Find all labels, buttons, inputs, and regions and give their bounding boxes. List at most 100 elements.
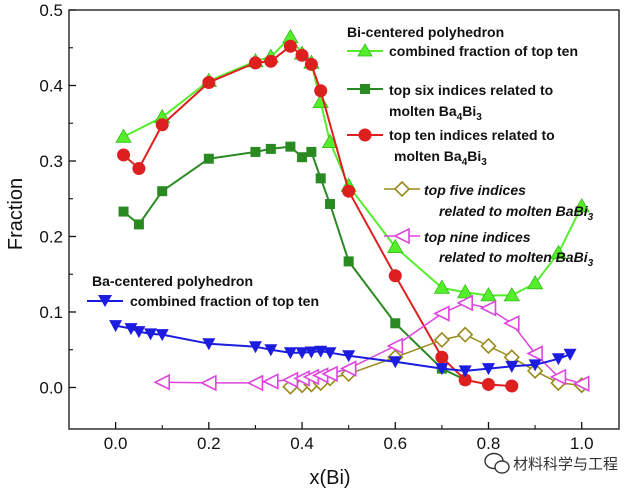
- x-tick-label: 0.4: [290, 434, 314, 453]
- legend: Bi-centered polyhedron combined fraction…: [87, 24, 594, 309]
- ba_combined-point: [295, 347, 309, 360]
- legend-entry-ba-five: top five indices related to molten BaBi3: [384, 180, 594, 223]
- legend-marker-ba-nine: [393, 227, 410, 245]
- ba_combined-point: [505, 360, 519, 373]
- legend-label-ba-nine-2: related to molten BaBi3: [439, 249, 594, 269]
- bi_combined-point: [387, 238, 404, 253]
- bi_ten-point: [283, 39, 297, 53]
- ba_nine-point: [433, 305, 450, 322]
- ba_nine-point: [339, 360, 357, 377]
- ba_nine-point: [549, 368, 567, 386]
- x-tick-label: 0.0: [104, 434, 128, 453]
- bi_ten-point: [342, 184, 356, 198]
- ba_nine-point: [526, 345, 543, 362]
- ba_nine-point: [386, 337, 404, 355]
- bi_combined-point: [115, 128, 132, 143]
- ba_combined-point: [283, 347, 297, 360]
- bi_six-point: [390, 318, 401, 329]
- tick-labels: 0.0 0.2 0.4 0.6 0.8 1.0 0.0 0.1 0.2 0.3 0.4 0.5: [39, 1, 593, 453]
- ba_combined-point: [264, 344, 278, 357]
- ba_combined-point: [248, 341, 262, 354]
- ba_nine-point: [200, 374, 217, 392]
- ba_combined-point: [388, 356, 402, 369]
- legend-label-ba-five-1: top five indices: [424, 182, 526, 198]
- bi_ten-point: [481, 377, 495, 391]
- bi_ten-point: [304, 57, 318, 71]
- bi_ten-point: [458, 373, 472, 387]
- legend-entry-bi-six: top six indices related to molten Ba4Bi3: [347, 82, 553, 123]
- ba_nine-point: [321, 365, 338, 383]
- legend-label-bi-ten-2: molten Ba4Bi3: [394, 148, 487, 168]
- legend-label-ba-nine-1: top nine indices: [424, 229, 531, 245]
- ba_combined-point: [342, 350, 356, 363]
- ba_nine-point: [246, 374, 264, 392]
- bi_combined-point: [526, 274, 544, 290]
- y-tick-label: 0.2: [39, 227, 63, 246]
- ba_combined-point: [528, 359, 542, 372]
- y-tick-label: 0.4: [39, 76, 63, 95]
- series-ba_nine: [153, 294, 590, 392]
- bi_ten-point: [202, 75, 216, 89]
- bi_six-point: [133, 219, 144, 230]
- bi_six-point: [157, 186, 168, 197]
- bi_ten-point: [264, 54, 278, 68]
- legend-marker-bi-six: [360, 84, 370, 94]
- bi_combined-point: [480, 287, 497, 302]
- bi_combined-point: [433, 279, 451, 294]
- bi_ten-point: [435, 350, 449, 364]
- legend-entry-bi-combined: combined fraction of top ten: [347, 43, 578, 59]
- ba_combined-point: [481, 363, 495, 376]
- ba_combined-point: [109, 320, 123, 333]
- bi_combined-point: [573, 197, 590, 213]
- bi_six-point: [285, 141, 296, 152]
- wechat-icon: [484, 452, 510, 474]
- series-layer: [109, 28, 590, 395]
- plot-area-border: [68, 9, 620, 430]
- legend-entry-ba-combined: combined fraction of top ten: [87, 293, 319, 309]
- bi_six-point: [315, 173, 326, 184]
- ba_combined-point: [435, 363, 449, 376]
- series-bi_ten: [117, 39, 519, 393]
- ba_combined-point: [144, 328, 158, 341]
- series-line-ba_combined: [115, 324, 571, 372]
- ba_nine-point: [503, 315, 520, 332]
- bi_ten-point: [388, 269, 402, 283]
- ba_nine-point: [572, 375, 590, 392]
- bi_ten-point: [295, 48, 309, 62]
- legend-entry-ba-nine: top nine indices related to molten BaBi3: [384, 227, 594, 269]
- bi_six-point: [265, 143, 276, 154]
- ba_combined-point: [323, 347, 337, 360]
- bi_six-point: [325, 199, 336, 210]
- series-ba_combined: [109, 320, 577, 378]
- bi_six-point: [297, 152, 308, 163]
- bi_combined-point: [550, 244, 567, 259]
- x-tick-label: 0.8: [477, 434, 501, 453]
- ba_combined-point: [314, 345, 328, 358]
- bi_combined-point: [456, 284, 474, 299]
- ba_combined-point: [304, 346, 318, 359]
- y-axis-title: Fraction: [5, 178, 27, 250]
- x-tick-label: 0.6: [383, 434, 407, 453]
- legend-marker-ba-combined: [98, 295, 112, 307]
- bi_six-point: [203, 153, 214, 164]
- legend-label-bi-six-2: molten Ba4Bi3: [389, 103, 482, 123]
- bi_six-point: [118, 206, 129, 217]
- legend-heading-bi: Bi-centered polyhedron: [347, 24, 504, 40]
- legend-entry-bi-ten: top ten indices related to molten Ba4Bi3: [347, 127, 555, 168]
- ba_nine-point: [262, 373, 279, 390]
- legend-marker-bi-ten: [358, 128, 372, 142]
- ba_combined-point: [155, 329, 169, 342]
- bi_ten-point: [155, 118, 169, 132]
- series-line-ba_nine: [162, 302, 582, 385]
- ba_combined-point: [563, 348, 577, 361]
- watermark-text: 材料科学与工程: [513, 455, 618, 473]
- legend-heading-ba: Ba-centered polyhedron: [92, 273, 253, 289]
- plot-frame: [68, 9, 620, 430]
- legend-label-ba-five-2: related to molten BaBi3: [439, 203, 594, 223]
- ba_five-point: [457, 326, 474, 343]
- ba_combined-point: [551, 353, 565, 366]
- bi_ten-point: [248, 56, 262, 70]
- x-axis-title: x(Bi): [309, 467, 350, 489]
- ba_nine-point: [456, 294, 473, 312]
